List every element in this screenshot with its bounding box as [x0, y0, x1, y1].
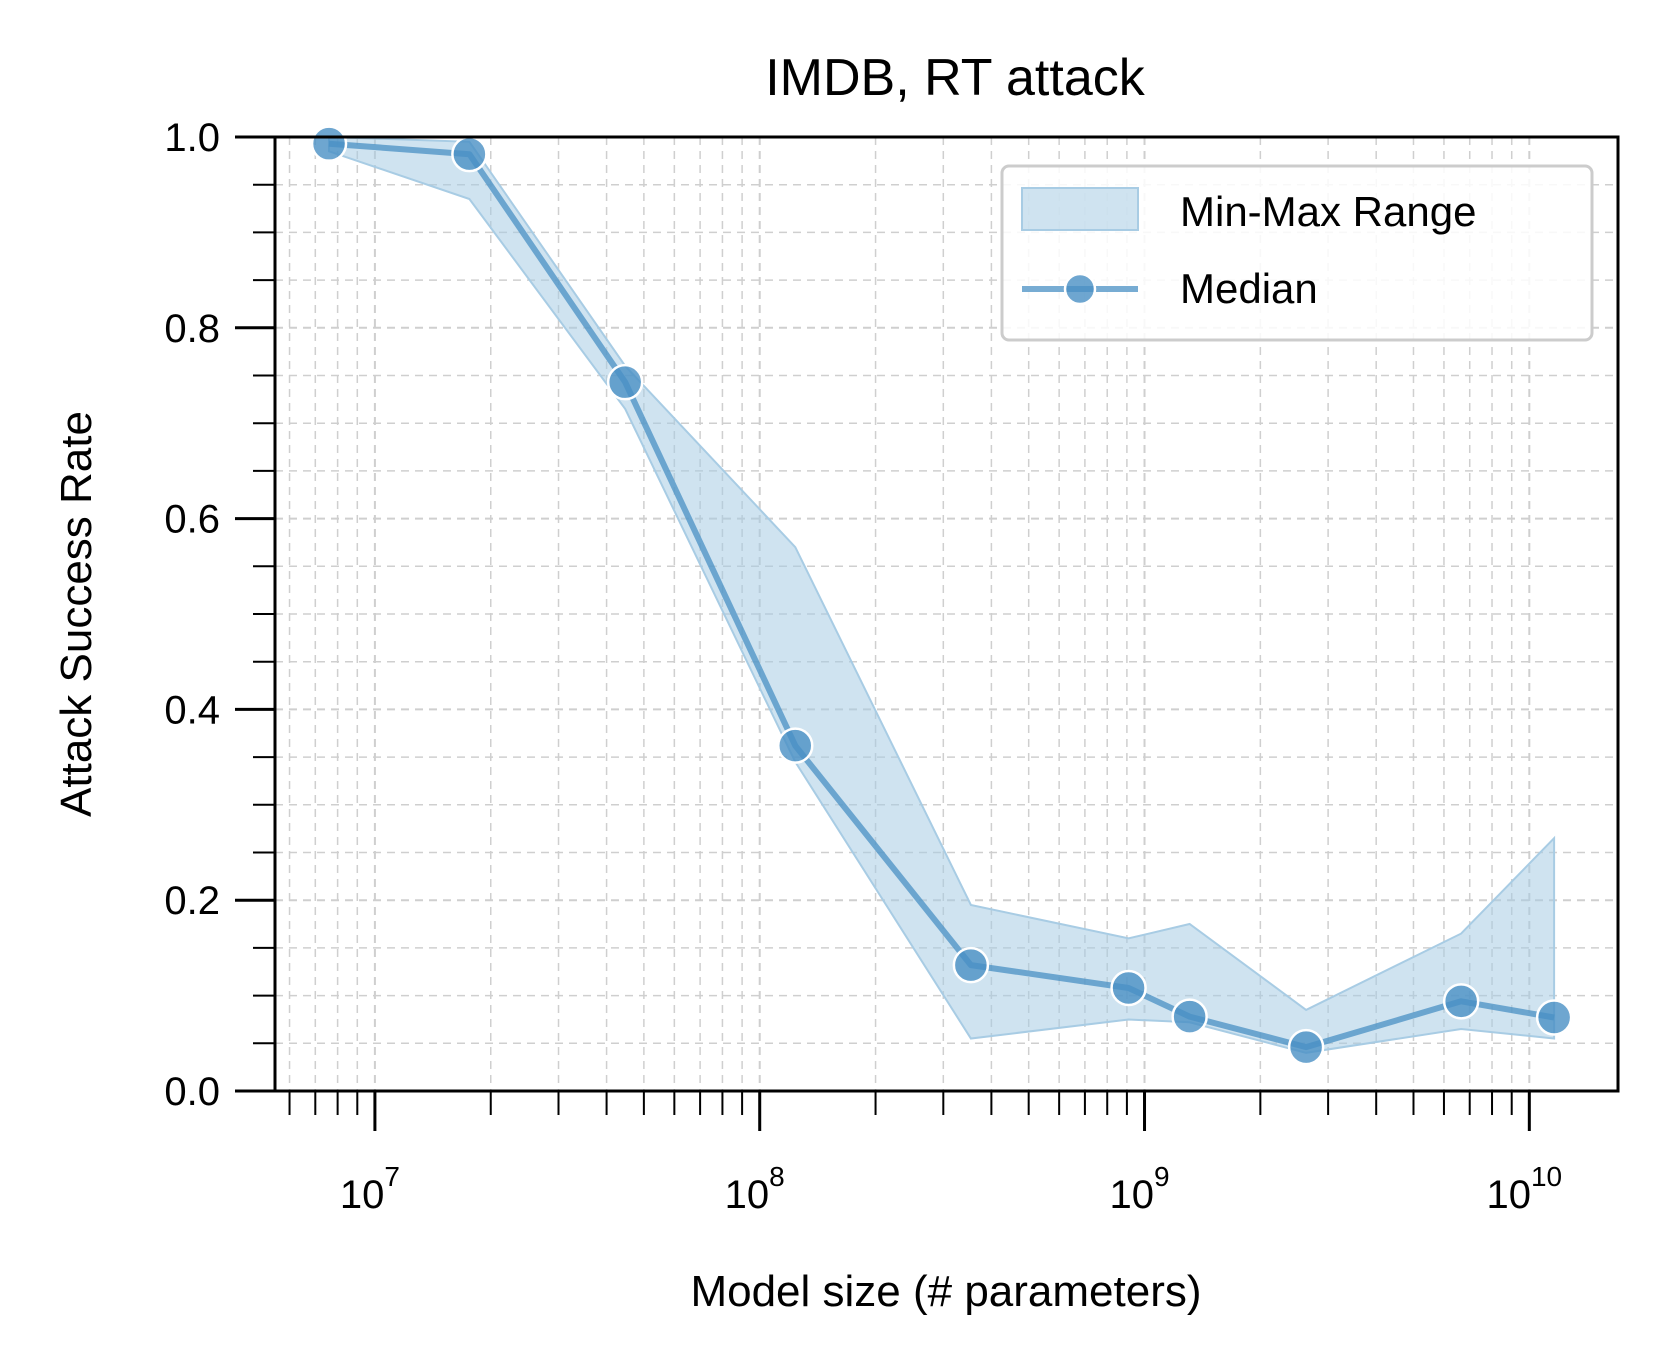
median-point: [1110, 969, 1147, 1007]
x-tick-base: 10: [340, 1173, 385, 1217]
x-tick-base: 10: [1109, 1173, 1154, 1217]
x-tick-exponent: 10: [1531, 1161, 1562, 1192]
median-point: [777, 727, 814, 764]
median-point: [606, 363, 644, 401]
median-point: [1535, 999, 1573, 1036]
median-line-layer: [328, 140, 1555, 1051]
x-tick-label: 107: [340, 1161, 400, 1217]
y-tick-label: 0.0: [164, 1070, 220, 1114]
x-tick-label: 1010: [1486, 1161, 1562, 1217]
x-tick-label: 108: [725, 1161, 785, 1217]
legend-median-label: Median: [1180, 265, 1318, 312]
median-point: [952, 946, 990, 984]
legend-frame: [1000, 164, 1594, 342]
y-tick-label: 0.2: [164, 879, 220, 923]
x-tick-exponent: 7: [384, 1161, 400, 1192]
median-point: [1442, 983, 1480, 1020]
x-tick-exponent: 8: [769, 1161, 785, 1192]
x-tick-label: 109: [1109, 1161, 1169, 1217]
median-line: [328, 140, 1555, 1051]
y-tick-label: 0.8: [164, 307, 220, 351]
legend-marker-swatch: [1063, 272, 1097, 306]
chart-title: IMDB, RT attack: [765, 49, 1146, 107]
x-tick-base: 10: [725, 1173, 770, 1217]
legend-band-swatch: [1021, 187, 1139, 231]
median-point: [1287, 1028, 1325, 1066]
median-points-layer: [310, 125, 1573, 1066]
y-axis: 0.0 0.2 0.4 0.6 0.8 1.0: [164, 116, 275, 1114]
median-point: [451, 135, 488, 173]
y-tick-label: 1.0: [164, 116, 220, 160]
x-tick-base: 10: [1486, 1173, 1531, 1217]
x-axis-label: Model size (# parameters): [690, 1267, 1201, 1316]
min-max-band-layer: [328, 135, 1556, 1054]
y-tick-label: 0.4: [164, 688, 220, 732]
legend-band-label: Min-Max Range: [1180, 188, 1476, 235]
y-axis-label: Attack Success Rate: [52, 411, 101, 817]
min-max-band: [328, 135, 1556, 1054]
median-point: [310, 125, 348, 162]
y-tick-label: 0.6: [164, 498, 220, 542]
x-tick-exponent: 9: [1154, 1161, 1170, 1192]
legend: Min-Max Range Median: [1000, 164, 1594, 342]
x-axis: 107 108 109 1010: [288, 1091, 1562, 1217]
median-point: [1171, 998, 1208, 1035]
